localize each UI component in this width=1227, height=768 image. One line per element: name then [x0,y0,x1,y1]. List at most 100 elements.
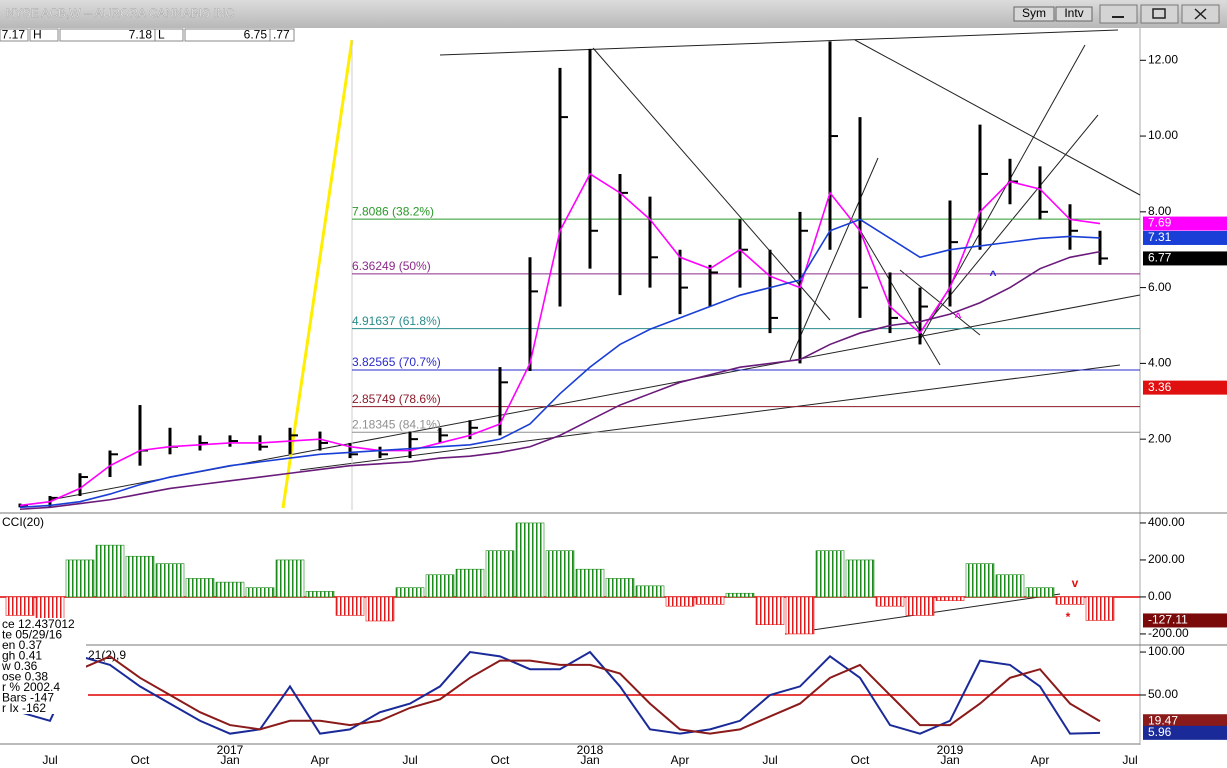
cci-bar [575,568,605,598]
cci-bar [185,578,215,598]
last-value-label: 7.69 [1148,216,1172,230]
cci-bar [725,592,755,598]
y-tick-label: 4.00 [1148,356,1172,370]
cci-bar [245,587,275,598]
header-value: 7.17 [2,28,26,42]
fib-label: 2.18345 (84.1%) [352,417,441,431]
y-tick-label: 8.00 [1148,204,1172,218]
cci-bar [695,596,725,605]
cci-bar [995,574,1025,598]
last-value-box [1143,714,1227,729]
x-tick-label: Oct [491,753,510,767]
info-line: te 05/29/16 [2,628,62,642]
trend-lines [49,29,1141,635]
cci-bar [875,596,905,607]
info-line: w 0.36 [1,659,38,673]
y-tick-label: 0.00 [1148,589,1172,603]
header-field [0,28,29,42]
close-icon [1194,8,1207,20]
x-tick-label: Jul [1122,753,1137,767]
x-tick-label: Apr [311,753,330,767]
x-tick-label: Apr [1031,753,1050,767]
cci-bar [65,559,95,598]
annotation: * [1066,610,1071,624]
y-tick-label: 400.00 [1148,515,1185,529]
last-value-box [1143,380,1227,395]
cci-bar [125,555,155,598]
annotation: ^ [954,310,961,324]
cci-bar [215,581,245,598]
last-value-label: 7.31 [1148,230,1172,244]
x-tick-label: Jan [940,753,959,767]
intv-button[interactable] [1055,6,1093,22]
header-fields: 7.17 H 7.18 L 6.75 .77 [0,28,295,42]
cci-bar [605,578,635,598]
cci-bar [5,596,35,616]
cci-bar [965,563,995,598]
info-line: ce 12.437012 [2,617,75,631]
y-tick-label: 100.00 [1148,644,1185,658]
x-tick-label: Jan [220,753,239,767]
y-tick-label: 10.00 [1148,128,1178,142]
sym-button[interactable] [1013,6,1055,22]
cci-bar [785,596,815,635]
x-tick-label: Oct [131,753,150,767]
cci-bar [515,522,545,598]
cci-bar [1025,587,1055,598]
info-box [0,618,86,714]
year-label: 2017 [217,743,244,757]
moving-average [19,218,1101,509]
cci-bar [365,596,395,622]
info-line: ose 0.38 [2,670,48,684]
info-line: Bars -147 [2,691,54,705]
info-line: gh 0.41 [2,649,42,663]
intv-button-label[interactable]: Intv [1064,6,1083,20]
y-tick-label: -200.00 [1148,626,1189,640]
minimize-button[interactable] [1099,4,1138,24]
moving-average [19,172,1101,507]
header-value: 6.75 [244,28,268,42]
x-tick-label: Jul [42,753,57,767]
cci-bar [635,585,665,598]
y-tick-label: 12.00 [1148,52,1178,66]
panel-title: 21(2),9 [88,648,126,662]
cci-bar [545,550,575,598]
oscillator-line [19,655,1101,735]
header-value: H [33,28,42,42]
info-line: en 0.37 [2,638,42,652]
chart-area [0,28,1227,768]
fib-label: 2.85749 (78.6%) [352,392,441,406]
annotation: v [1072,576,1079,590]
cci-bar [335,596,365,616]
cci-bar [395,587,425,598]
last-value-box [1143,230,1227,245]
fib-label: 3.82565 (70.7%) [352,355,441,369]
last-value-label: 5.96 [1148,725,1172,739]
header-value: L [158,28,165,42]
year-label: 2018 [577,743,604,757]
cci-bar [425,574,455,598]
cci-bar [755,596,785,625]
panel-title: CCI(20) [2,515,44,529]
y-tick-label: 6.00 [1148,280,1172,294]
sym-button-label[interactable]: Sym [1022,6,1046,20]
last-value-label: 19.47 [1148,713,1178,727]
y-tick-label: 200.00 [1148,552,1185,566]
oscillator-line [19,650,1101,735]
x-tick-label: Jan [580,753,599,767]
header-value: 7.18 [129,28,153,42]
header-field [269,28,295,42]
window-title: NYSE ACB,W -- AURORA CANNABIS INC [6,6,234,20]
cci-bar [95,544,125,598]
last-value-label: 6.77 [1148,251,1172,265]
last-value-box [1143,216,1227,231]
header-field [154,28,184,42]
last-value-box [1143,613,1227,628]
info-line: r % 2002.4 [2,680,60,694]
cci-bar [815,550,845,598]
last-value-box [1143,251,1227,266]
fib-label: 4.91637 (61.8%) [352,314,441,328]
info-line: r Ix -162 [2,701,46,715]
maximize-button[interactable] [1140,4,1179,24]
